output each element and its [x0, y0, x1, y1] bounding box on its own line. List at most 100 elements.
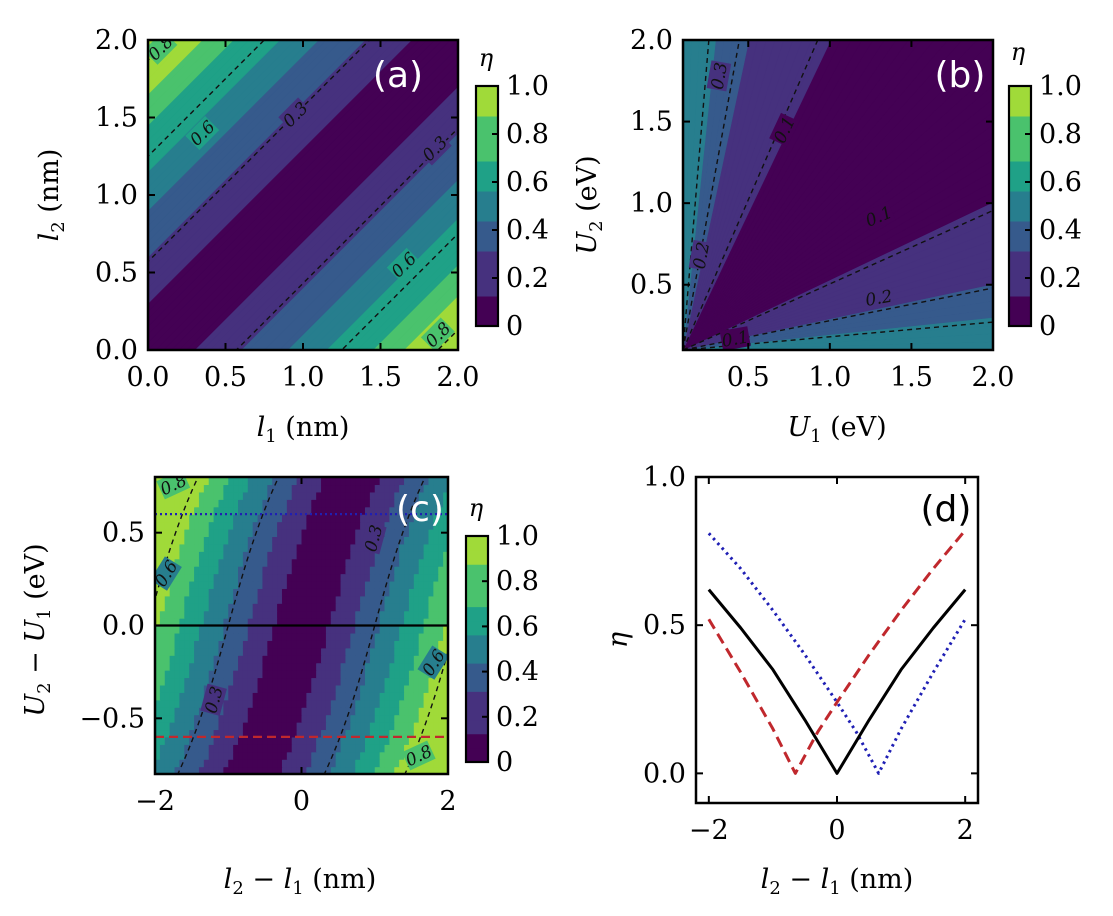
heatmap-band: [148, 40, 312, 204]
heatmap-cell: [179, 751, 185, 760]
heatmap-cell: [291, 625, 298, 634]
heatmap-cell: [233, 692, 239, 701]
heatmap-cell: [208, 558, 215, 567]
heatmap-cell: [325, 684, 332, 693]
heatmap-cell: [379, 647, 386, 656]
heatmap-cell: [350, 588, 356, 597]
heatmap-cell: [394, 722, 400, 731]
heatmap-cell: [218, 677, 224, 686]
heatmap-cell: [169, 618, 176, 627]
heatmap-cell: [316, 477, 322, 486]
heatmap-cell: [321, 484, 327, 493]
heatmap-cell: [159, 662, 166, 671]
heatmap-cell: [296, 729, 303, 738]
heatmap-cell: [345, 684, 351, 693]
heatmap-cell: [418, 625, 425, 634]
heatmap-cell: [316, 692, 322, 701]
heatmap-cell: [184, 714, 190, 723]
heatmap-cell: [428, 484, 434, 493]
heatmap-cell: [208, 714, 215, 723]
heatmap-cell: [198, 536, 205, 545]
heatmap-cell: [281, 640, 288, 649]
heatmap-cell: [399, 632, 405, 641]
heatmap-cell: [428, 588, 434, 597]
heatmap-cell: [174, 528, 181, 537]
heatmap-cell: [374, 655, 381, 664]
heatmap-cell: [189, 759, 195, 768]
heatmap-cell: [296, 722, 303, 731]
heatmap-cell: [369, 744, 376, 753]
heatmap-cell: [257, 610, 264, 619]
heatmap-cell: [291, 670, 298, 679]
heatmap-cell: [257, 521, 264, 530]
heatmap-cell: [208, 625, 215, 634]
colorbar-segment: [1009, 86, 1031, 102]
heatmap-cell: [267, 759, 273, 768]
heatmap-cell: [404, 729, 410, 738]
heatmap-cell: [296, 551, 303, 560]
heatmap-cell: [301, 491, 307, 500]
heatmap-cell: [379, 558, 386, 567]
heatmap-cell: [306, 662, 312, 671]
heatmap-cell: [155, 610, 161, 619]
heatmap-cell: [321, 662, 327, 671]
heatmap-cell: [242, 618, 249, 627]
heatmap-cell: [394, 484, 400, 493]
heatmap-cell: [194, 543, 200, 552]
heatmap-cell: [159, 699, 166, 708]
colorbar-segment: [1009, 236, 1031, 252]
heatmap-cell: [379, 484, 386, 493]
heatmap-cell: [335, 655, 342, 664]
heatmap-cell: [379, 766, 386, 774]
heatmap-cell: [164, 506, 171, 515]
heatmap-cell: [408, 551, 415, 560]
heatmap-cell: [355, 580, 361, 589]
y-tick-label: 0.0: [95, 335, 138, 366]
heatmap-cell: [384, 729, 390, 738]
y-tick-label: 1.0: [95, 180, 138, 211]
heatmap-cell: [369, 692, 376, 701]
heatmap-cell: [438, 722, 444, 731]
heatmap-cell: [281, 655, 288, 664]
heatmap-cell: [350, 595, 356, 604]
heatmap-cell: [428, 595, 434, 604]
heatmap-cell: [242, 677, 249, 686]
heatmap-cell: [413, 618, 420, 627]
heatmap-cell: [267, 722, 273, 731]
heatmap-cell: [345, 618, 351, 627]
heatmap-cell: [272, 528, 278, 537]
heatmap-cell: [238, 632, 244, 641]
heatmap-cell: [164, 595, 171, 604]
heatmap-cell: [379, 551, 386, 560]
heatmap-cell: [384, 514, 390, 523]
heatmap-cell: [413, 580, 420, 589]
heatmap-cell: [228, 647, 234, 656]
heatmap-cell: [262, 528, 268, 537]
panel-d-ylabel: η: [603, 632, 634, 648]
heatmap-cell: [277, 632, 283, 641]
heatmap-cell: [291, 521, 298, 530]
heatmap-cell: [174, 491, 181, 500]
heatmap-cell: [413, 551, 420, 560]
heatmap-cell: [316, 484, 322, 493]
heatmap-cell: [198, 595, 205, 604]
heatmap-cell: [155, 729, 161, 738]
heatmap-cell: [179, 573, 185, 582]
colorbar-segment: [466, 550, 488, 565]
heatmap-cell: [174, 551, 181, 560]
heatmap-cell: [325, 640, 332, 649]
colorbar-segment: [1009, 161, 1031, 177]
heatmap-cell: [404, 558, 410, 567]
heatmap-cell: [404, 543, 410, 552]
heatmap-cell: [281, 751, 288, 760]
heatmap-cell: [330, 521, 337, 530]
heatmap-cell: [233, 640, 239, 649]
heatmap-cell: [257, 707, 264, 716]
heatmap-cell: [296, 744, 303, 753]
heatmap-cell: [325, 729, 332, 738]
heatmap-cell: [169, 543, 176, 552]
heatmap-cell: [374, 499, 381, 508]
heatmap-cell: [257, 662, 264, 671]
heatmap-cell: [155, 499, 161, 508]
heatmap-cell: [369, 573, 376, 582]
